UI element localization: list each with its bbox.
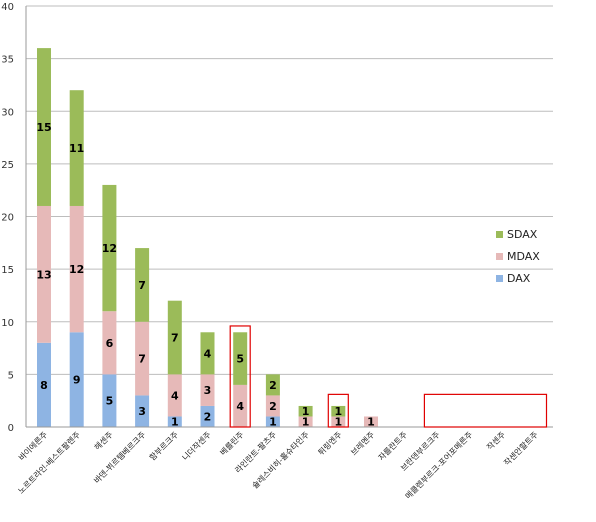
x-category-label: 노르트라인-베스트팔렌주 (16, 429, 82, 495)
bar-segment-sdax (331, 405, 346, 417)
data-label: 13 (36, 268, 51, 281)
x-category-label: 작센안할트주 (502, 429, 540, 467)
x-category-label: 브레멘주 (349, 430, 376, 457)
bar-segment-dax (265, 416, 280, 427)
bar-segment-sdax (167, 300, 182, 375)
x-category-label: 바이에른주 (16, 429, 49, 462)
bar-segment-mdax (167, 374, 182, 417)
x-category-label: 베를린주 (218, 429, 246, 457)
bar-segment-mdax (298, 416, 313, 427)
highlight-box (423, 393, 548, 428)
data-label: 5 (106, 395, 114, 408)
x-category-label: 자를란트주 (376, 429, 409, 462)
data-label: 1 (334, 416, 342, 429)
y-tick-label: 35 (1, 55, 14, 66)
data-label: 9 (73, 374, 81, 387)
bar-segment-mdax (135, 321, 150, 396)
legend-label-mdax: MDAX (507, 250, 540, 263)
data-label: 7 (138, 353, 146, 366)
bar-segment-sdax (135, 248, 150, 322)
data-label: 11 (69, 142, 84, 155)
data-label: 15 (36, 121, 51, 134)
x-category-label: 튀링엔주 (316, 429, 344, 457)
bar-segment-dax (167, 416, 182, 427)
data-label: 6 (106, 337, 114, 350)
bar-segment-sdax (69, 90, 84, 206)
data-label: 7 (171, 332, 179, 345)
data-label: 2 (269, 400, 277, 413)
bar-segment-dax (200, 405, 215, 427)
bar-segment-sdax (298, 405, 313, 417)
x-category-label: 작센주 (485, 429, 508, 452)
legend-label-dax: DAX (507, 272, 531, 285)
legend-swatch-mdax (496, 253, 503, 260)
data-label: 4 (171, 389, 179, 402)
data-label: 1 (302, 416, 310, 429)
legend-swatch-dax (496, 275, 503, 282)
bar-segment-mdax (102, 311, 117, 375)
x-category-label: 함부르크주 (148, 430, 180, 462)
legend-label-sdax: SDAX (507, 228, 538, 241)
bar-segment-mdax (233, 384, 248, 427)
y-tick-label: 10 (1, 318, 14, 329)
data-label: 4 (236, 400, 244, 413)
y-tick-label: 5 (8, 370, 14, 381)
bar-segment-dax (69, 332, 84, 427)
x-category-label: 메클렌부르크-포어포메른주 (403, 429, 475, 501)
data-label: 8 (40, 379, 48, 392)
y-tick-label: 0 (8, 423, 14, 434)
bar-segment-sdax (37, 48, 51, 206)
y-tick-label: 20 (1, 213, 14, 224)
data-label: 1 (334, 405, 342, 418)
data-label: 5 (236, 353, 244, 366)
data-label: 1 (269, 416, 277, 429)
bar-segment-dax (102, 374, 117, 427)
x-category-label: 헤센주 (92, 429, 115, 452)
y-tick-label: 25 (1, 160, 14, 171)
data-label: 2 (269, 379, 277, 392)
bar-segment-mdax (69, 205, 84, 333)
x-category-label: 슐레스비히-홀슈타인주 (250, 429, 311, 490)
bar-segment-mdax (331, 416, 346, 427)
data-label: 4 (204, 347, 212, 360)
bar-segment-mdax (200, 374, 215, 406)
data-label: 7 (138, 279, 146, 292)
bar-segment-dax (135, 395, 150, 427)
bar-segment-sdax (102, 184, 117, 312)
bar-segment-sdax (200, 332, 215, 375)
data-label: 3 (204, 384, 212, 397)
bar-segment-mdax (37, 205, 51, 343)
y-tick-label: 30 (1, 107, 14, 118)
data-label: 12 (102, 242, 117, 255)
highlight-box (327, 393, 349, 428)
y-tick-label: 15 (1, 265, 14, 276)
data-label: 1 (302, 405, 310, 418)
bar-segment-sdax (265, 374, 280, 396)
bar-segment-mdax (364, 416, 378, 427)
bar-segment-mdax (265, 395, 280, 417)
legend-swatch-sdax (496, 231, 503, 238)
data-label: 1 (367, 416, 375, 429)
data-label: 2 (204, 410, 212, 423)
data-label: 3 (138, 405, 146, 418)
y-tick-label: 40 (1, 2, 14, 13)
data-label: 12 (69, 263, 84, 276)
bar-segment-dax (37, 342, 51, 427)
highlight-box (229, 325, 251, 428)
bar-segment-sdax (233, 332, 248, 385)
x-category-label: 니더작센주 (180, 429, 213, 462)
data-label: 1 (171, 416, 179, 429)
